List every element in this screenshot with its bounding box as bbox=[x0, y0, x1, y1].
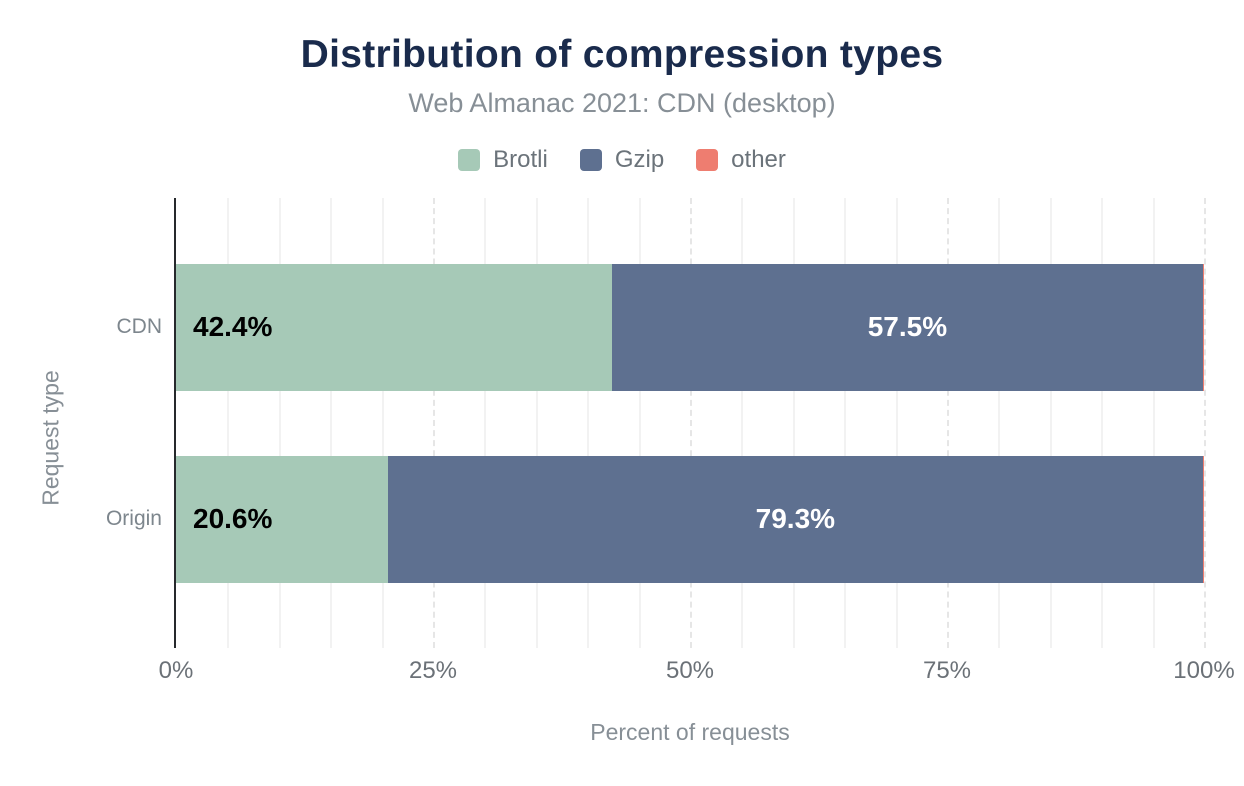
plot-area: CDN 42.4% 57.5% Origin 20.6% 79.3% 0% 25% 50% 75%… bbox=[106, 198, 1235, 684]
legend-swatch-gzip bbox=[579, 149, 602, 171]
x-tick-label-50: 50% bbox=[665, 657, 715, 684]
x-axis-title: Percent of requests bbox=[590, 719, 790, 745]
legend-label-brotli: Brotli bbox=[493, 146, 548, 173]
gridline-minor bbox=[587, 198, 590, 648]
gridline-minor bbox=[741, 198, 744, 648]
gridline-major bbox=[433, 198, 435, 648]
y-axis-title: Request type bbox=[37, 370, 64, 506]
x-tick-label-75: 75% bbox=[922, 657, 972, 684]
gridline-minor bbox=[792, 198, 795, 648]
legend-item-brotli[interactable]: Brotli bbox=[458, 146, 548, 174]
bar-segment-gzip-origin[interactable]: 79.3% bbox=[387, 455, 1203, 583]
y-category-label-cdn: CDN bbox=[116, 315, 163, 338]
gridline-minor bbox=[381, 198, 384, 648]
bar-row-origin: 20.6% 79.3% bbox=[176, 455, 1204, 583]
y-axis-line bbox=[174, 198, 176, 648]
chart-subtitle: Web Almanac 2021: CDN (desktop) bbox=[408, 88, 836, 118]
bar-segment-other-origin[interactable] bbox=[1202, 455, 1204, 583]
bar-row-cdn: 42.4% 57.5% bbox=[176, 263, 1204, 391]
legend-item-gzip[interactable]: Gzip bbox=[579, 146, 665, 174]
legend-label-gzip: Gzip bbox=[614, 146, 665, 173]
chart-title: Distribution of compression types bbox=[300, 33, 944, 76]
data-label-brotli-origin: 20.6% bbox=[193, 503, 273, 534]
legend-item-other[interactable]: other bbox=[696, 146, 786, 174]
gridline-major bbox=[1204, 198, 1206, 648]
x-tick-label-0: 0% bbox=[158, 657, 194, 684]
data-label-gzip-origin: 79.3% bbox=[755, 503, 836, 534]
gridline-minor bbox=[227, 198, 230, 648]
gridline-minor bbox=[330, 198, 333, 648]
bar-segment-other-cdn[interactable] bbox=[1202, 263, 1204, 391]
bar-segment-brotli-origin[interactable]: 20.6% bbox=[176, 455, 388, 583]
gridline-minor bbox=[844, 198, 847, 648]
gridline-minor bbox=[535, 198, 538, 648]
gridline-minor bbox=[1152, 198, 1155, 648]
gridline-minor bbox=[998, 198, 1001, 648]
gridline-minor bbox=[1049, 198, 1052, 648]
legend-label-other: other bbox=[731, 146, 786, 173]
legend-swatch-brotli bbox=[458, 149, 481, 171]
gridline-minor bbox=[895, 198, 898, 648]
gridline-minor bbox=[638, 198, 641, 648]
data-label-gzip-cdn: 57.5% bbox=[867, 311, 948, 342]
legend-swatch-other bbox=[696, 149, 719, 171]
data-label-brotli-cdn: 42.4% bbox=[193, 311, 273, 342]
gridline-minor bbox=[278, 198, 281, 648]
gridline-major bbox=[947, 198, 949, 648]
x-tick-label-25: 25% bbox=[408, 657, 458, 684]
bar-segment-brotli-cdn[interactable]: 42.4% bbox=[176, 263, 612, 391]
gridline-minor bbox=[484, 198, 487, 648]
bar-segment-gzip-cdn[interactable]: 57.5% bbox=[611, 263, 1203, 391]
gridline-minor bbox=[1101, 198, 1104, 648]
legend: Brotli Gzip other bbox=[0, 146, 1244, 174]
x-tick-label-100: 100% bbox=[1173, 657, 1235, 684]
gridline-major bbox=[690, 198, 692, 648]
y-category-label-origin: Origin bbox=[105, 507, 162, 530]
